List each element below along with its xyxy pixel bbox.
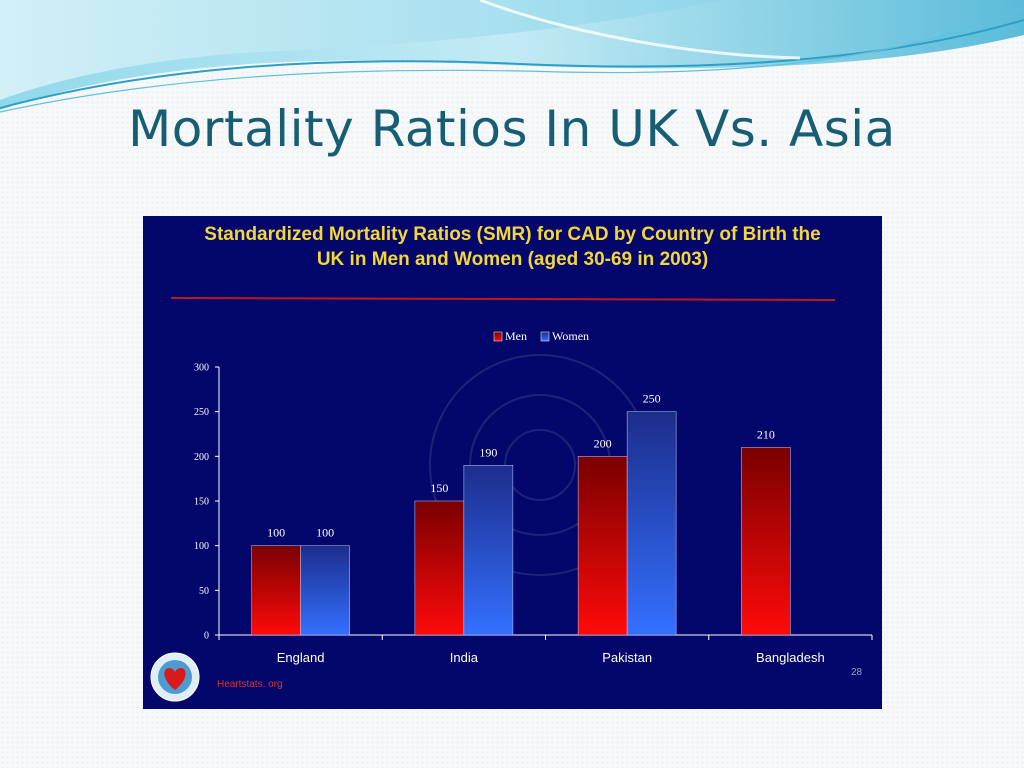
y-tick-label: 50 xyxy=(199,586,209,597)
slide-title: Mortality Ratios In UK Vs. Asia xyxy=(128,100,896,158)
legend-women-swatch xyxy=(540,331,550,342)
watermark-ring-inner xyxy=(504,429,576,501)
source-credit: Heartstats. org xyxy=(217,679,283,690)
y-tick-label: 300 xyxy=(194,363,209,374)
women-bar xyxy=(300,545,350,636)
bar-chart: 0 50 100 150 200 250 300 England 100 100 India 150 1… xyxy=(150,297,873,702)
x-category-label: India xyxy=(450,650,479,665)
bar-value-label: 100 xyxy=(267,526,285,540)
title-divider-line xyxy=(170,297,836,301)
x-category-label: Pakistan xyxy=(602,650,652,665)
legend-men-label: Men xyxy=(505,329,527,343)
men-bar xyxy=(741,447,791,636)
men-bar xyxy=(414,500,465,636)
chart-panel: Standardized Mortality Ratios (SMR) for … xyxy=(143,216,882,709)
y-tick-label: 150 xyxy=(194,497,209,508)
men-bar xyxy=(251,545,301,636)
chart-title-line-1: Standardized Mortality Ratios (SMR) for … xyxy=(204,224,821,245)
y-tick-label: 0 xyxy=(204,631,209,642)
women-bar xyxy=(463,465,514,636)
y-tick-label: 250 xyxy=(194,407,209,418)
logo-heart xyxy=(164,668,186,690)
bar-value-label: 100 xyxy=(316,526,334,540)
bar-value-label: 200 xyxy=(594,436,612,450)
header-swoosh-decoration xyxy=(0,0,1024,113)
x-category-label: England xyxy=(277,650,325,665)
legend-women-label: Women xyxy=(552,329,589,343)
bar-value-label: 190 xyxy=(479,445,497,459)
chart-title-line-2: UK in Men and Women (aged 30-69 in 2003) xyxy=(316,249,709,270)
y-tick-label: 100 xyxy=(194,541,209,552)
men-bar xyxy=(577,456,628,636)
page-number: 28 xyxy=(851,667,863,678)
bar-value-label: 250 xyxy=(643,392,661,406)
women-bar xyxy=(626,411,677,636)
bar-value-label: 150 xyxy=(430,481,448,495)
bar-value-label: 210 xyxy=(757,427,775,441)
legend-men-swatch xyxy=(493,331,503,342)
y-tick-label: 200 xyxy=(194,452,209,463)
x-category-label: Bangladesh xyxy=(756,650,825,665)
chart-title: Standardized Mortality Ratios (SMR) for … xyxy=(143,222,882,272)
